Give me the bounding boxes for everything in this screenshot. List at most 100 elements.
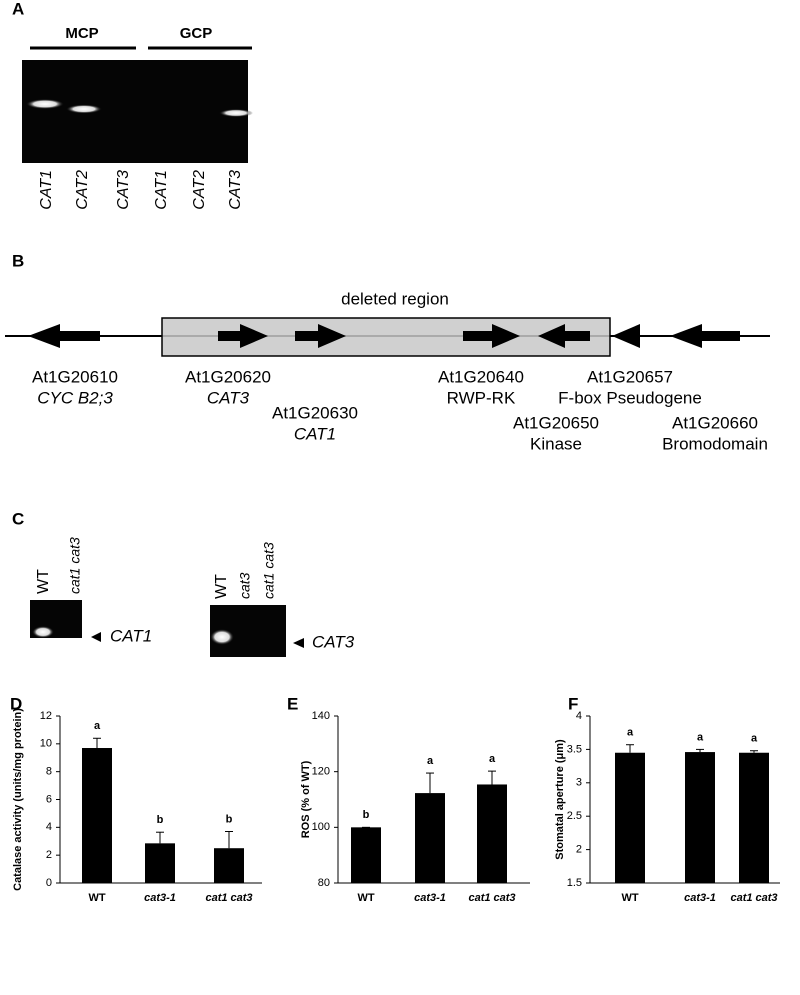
- y-tick-label: 3: [576, 777, 582, 789]
- gene-id: At1G20630: [272, 403, 358, 422]
- gene-name: CYC B2;3: [37, 388, 113, 407]
- gene-arrow: [612, 324, 640, 348]
- error-bar: [156, 831, 164, 844]
- bar: [214, 848, 244, 883]
- annotation: b: [157, 814, 164, 826]
- bar: [685, 752, 715, 883]
- y-tick-label: 100: [312, 821, 330, 833]
- x-tick-label: cat1 cat3: [730, 892, 777, 904]
- x-tick-label: WT: [621, 892, 638, 904]
- gene-name: F-box Pseudogene: [558, 388, 702, 407]
- gene-id: At1G20660: [672, 413, 758, 432]
- error-bar: [626, 744, 634, 753]
- x-tick-label: cat3-1: [414, 892, 446, 904]
- error-bar: [426, 772, 434, 794]
- lane-label: CAT3: [227, 170, 244, 210]
- gene-name: Bromodomain: [662, 434, 768, 453]
- panel-label: A: [12, 0, 24, 18]
- annotation: a: [94, 720, 101, 732]
- gene-arrows: [28, 324, 740, 348]
- y-tick-label: 3.5: [567, 743, 582, 755]
- error-bar: [93, 737, 101, 749]
- error-bar: [696, 748, 704, 753]
- bar: [477, 784, 507, 883]
- y-tick-label: 10: [40, 738, 52, 750]
- gene-arrow: [28, 324, 100, 348]
- gel: [22, 60, 248, 163]
- gene-name: Kinase: [530, 434, 582, 453]
- gene-id: At1G20657: [587, 367, 673, 386]
- y-tick-label: 4: [46, 821, 52, 833]
- x-tick-label: cat3-1: [684, 892, 716, 904]
- x-tick-label: cat1 cat3: [468, 892, 515, 904]
- x-tick-label: WT: [357, 892, 374, 904]
- gene-name: CAT1: [294, 424, 336, 443]
- arrowhead: [293, 638, 304, 648]
- gel-band: [32, 626, 54, 638]
- annotation: a: [751, 733, 758, 745]
- gene-id: At1G20620: [185, 367, 271, 386]
- bar: [82, 748, 112, 883]
- y-tick-label: 6: [46, 793, 52, 805]
- gene-arrow: [463, 324, 520, 348]
- panel-label: D: [10, 694, 22, 713]
- panel-label: C: [12, 509, 24, 528]
- annotation: b: [363, 809, 370, 821]
- y-axis-label: ROS (% of WT): [300, 760, 312, 838]
- lane-label: CAT1: [153, 170, 170, 210]
- y-axis-label: Catalase activity (units/mg protein): [12, 708, 24, 891]
- target-label: CAT3: [312, 632, 355, 651]
- group-label: GCP: [180, 25, 213, 42]
- annotation: a: [427, 755, 434, 767]
- error-bar: [488, 770, 496, 785]
- region-label: deleted region: [341, 289, 449, 308]
- target-label: CAT1: [110, 626, 152, 645]
- lane-label: cat1 cat3: [261, 542, 277, 599]
- gel-band: [219, 109, 253, 117]
- y-tick-label: 80: [318, 877, 330, 889]
- gene-name: CAT3: [207, 388, 250, 407]
- gene-id: At1G20650: [513, 413, 599, 432]
- y-tick-label: 2.5: [567, 810, 582, 822]
- gene-arrow: [295, 324, 346, 348]
- lane-label: CAT3: [115, 170, 132, 210]
- y-axis-label: Stomatal aperture (μm): [554, 739, 566, 860]
- gel-band: [66, 104, 102, 114]
- group-label: MCP: [65, 25, 98, 42]
- y-tick-label: 4: [576, 710, 582, 722]
- bar: [615, 752, 645, 883]
- lane-label: WT: [213, 574, 230, 599]
- y-tick-label: 2: [46, 849, 52, 861]
- bar: [351, 827, 381, 883]
- gene-name: RWP-RK: [447, 388, 516, 407]
- x-tick-label: cat1 cat3: [205, 892, 252, 904]
- y-tick-label: 140: [312, 710, 330, 722]
- error-bar: [750, 750, 758, 753]
- y-tick-label: 8: [46, 766, 52, 778]
- lane-label: cat3: [237, 572, 253, 599]
- lane-label: WT: [35, 569, 52, 594]
- y-tick-label: 0: [46, 877, 52, 889]
- bar: [739, 752, 769, 883]
- panel-label: F: [568, 694, 578, 713]
- gel-band: [210, 629, 234, 645]
- lane-label: CAT2: [74, 170, 91, 210]
- y-tick-label: 2: [576, 844, 582, 856]
- annotation: a: [627, 727, 634, 739]
- gel-band: [26, 99, 64, 109]
- y-tick-label: 12: [40, 710, 52, 722]
- arrowhead: [91, 632, 101, 642]
- annotation: a: [697, 731, 704, 743]
- panel-label: E: [287, 694, 298, 713]
- panel-label: B: [12, 251, 24, 270]
- error-bar: [225, 831, 233, 849]
- gene-arrow: [218, 324, 268, 348]
- gene-id: At1G20640: [438, 367, 524, 386]
- gene-arrow: [670, 324, 740, 348]
- y-tick-label: 1.5: [567, 877, 582, 889]
- x-tick-label: cat3-1: [144, 892, 176, 904]
- gene-id: At1G20610: [32, 367, 118, 386]
- bar: [145, 843, 175, 883]
- lane-label: CAT2: [191, 170, 208, 210]
- annotation: a: [489, 753, 496, 765]
